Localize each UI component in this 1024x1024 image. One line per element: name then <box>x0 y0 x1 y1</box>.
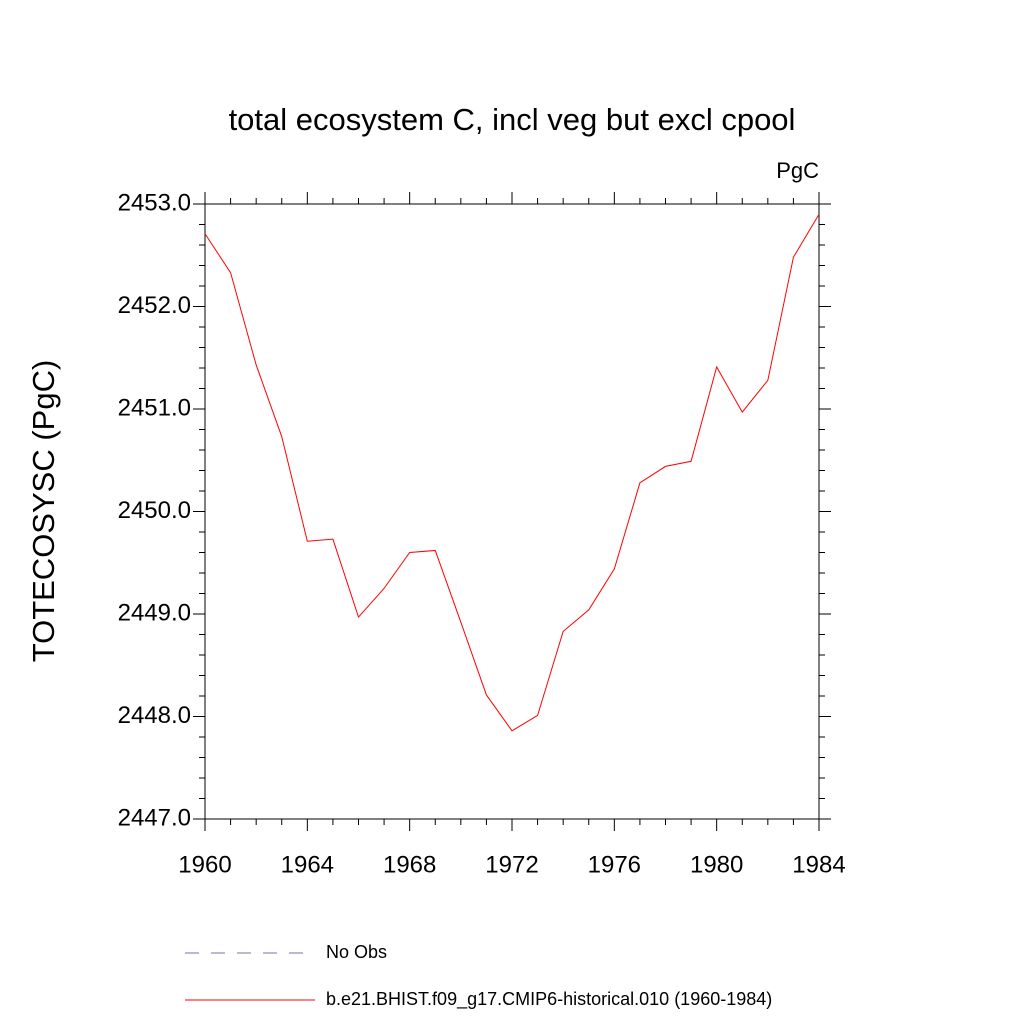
x-tick-label: 1968 <box>383 851 436 878</box>
x-tick-label: 1980 <box>690 851 743 878</box>
units-label: PgC <box>776 158 819 183</box>
data-line <box>204 213 820 732</box>
legend-label: No Obs <box>326 942 387 962</box>
y-tick-label: 2450.0 <box>118 497 191 524</box>
y-tick-label: 2453.0 <box>118 189 191 216</box>
y-tick-label: 2448.0 <box>118 702 191 729</box>
y-tick-label: 2449.0 <box>118 599 191 626</box>
x-tick-label: 1960 <box>178 851 231 878</box>
x-tick-label: 1964 <box>281 851 334 878</box>
y-tick-label: 2451.0 <box>118 394 191 421</box>
y-axis-label: TOTECOSYSC (PgC) <box>26 360 61 663</box>
legend-label: b.e21.BHIST.f09_g17.CMIP6-historical.010… <box>326 989 772 1010</box>
chart-title: total ecosystem C, incl veg but excl cpo… <box>229 102 796 137</box>
plot-frame <box>204 203 820 820</box>
x-tick-label: 1984 <box>792 851 845 878</box>
y-tick-label: 2452.0 <box>118 292 191 319</box>
x-tick-label: 1976 <box>588 851 641 878</box>
y-tick-label: 2447.0 <box>118 804 191 831</box>
x-tick-label: 1972 <box>485 851 538 878</box>
